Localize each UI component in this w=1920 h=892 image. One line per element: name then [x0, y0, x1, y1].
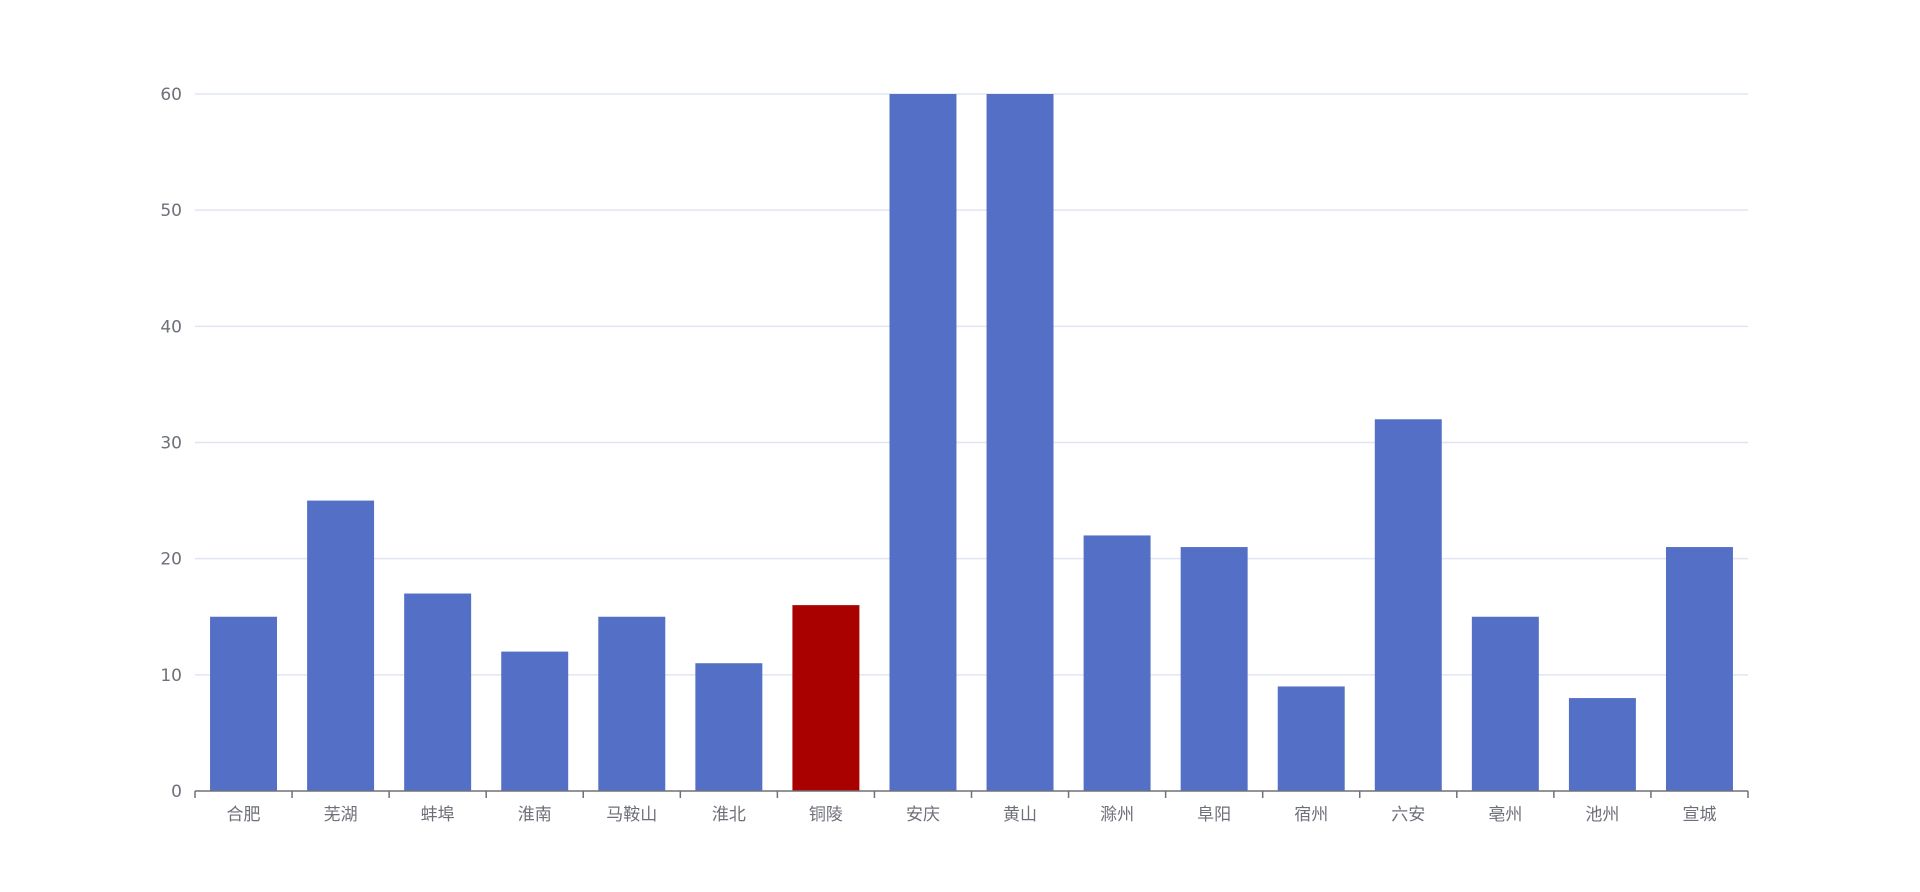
x-tick-label: 滁州 — [1100, 805, 1134, 825]
bar-default — [986, 94, 1054, 791]
x-tick-label: 蚌埠 — [421, 805, 455, 825]
x-tick-label: 池州 — [1585, 805, 1619, 825]
y-tick-label: 40 — [160, 317, 182, 337]
grid-lines — [195, 93, 1748, 676]
bar-default — [598, 616, 666, 791]
axes — [194, 790, 1749, 798]
y-tick-label: 20 — [160, 550, 182, 570]
x-tick-label: 六安 — [1391, 805, 1425, 825]
y-tick-label: 0 — [171, 782, 182, 802]
bar-highlighted — [792, 605, 860, 791]
bars — [210, 94, 1733, 791]
x-tick-label: 亳州 — [1488, 805, 1522, 825]
bar-default — [1083, 535, 1151, 791]
bar-default — [404, 593, 472, 791]
bar-default — [210, 616, 278, 791]
x-tick-label: 安庆 — [906, 805, 940, 825]
x-tick-label: 阜阳 — [1197, 805, 1231, 825]
x-tick-label: 芜湖 — [324, 805, 358, 825]
x-tick-label: 合肥 — [227, 805, 261, 825]
bar-default — [1180, 547, 1248, 791]
bar-default — [501, 651, 569, 791]
y-tick-label: 10 — [160, 666, 182, 686]
x-tick-label: 宣城 — [1682, 805, 1716, 825]
y-tick-label: 30 — [160, 434, 182, 454]
y-tick-label: 60 — [160, 85, 182, 105]
bar-default — [1568, 698, 1636, 791]
x-tick-label: 马鞍山 — [606, 805, 657, 825]
x-axis-tick-labels: 合肥 芜湖 蚌埠 淮南 马鞍山 淮北 铜陵 安庆 黄山 滁州 阜阳 宿州 六安 亳州 池州 宣城 — [227, 805, 1717, 825]
x-tick-label: 淮南 — [518, 805, 552, 825]
bar-default — [1277, 686, 1345, 791]
bar-default — [1665, 547, 1733, 791]
bar-default — [889, 94, 957, 791]
bar-default — [695, 663, 763, 791]
y-axis-tick-labels: 0 10 20 30 40 50 60 — [160, 85, 182, 802]
bar-default — [307, 500, 375, 791]
x-tick-label: 淮北 — [712, 805, 746, 825]
bar-default — [1471, 616, 1539, 791]
y-tick-label: 50 — [160, 201, 182, 221]
x-tick-label: 铜陵 — [809, 805, 843, 825]
x-tick-label: 宿州 — [1294, 805, 1328, 825]
bar-default — [1374, 419, 1442, 791]
x-tick-label: 黄山 — [1003, 805, 1037, 825]
